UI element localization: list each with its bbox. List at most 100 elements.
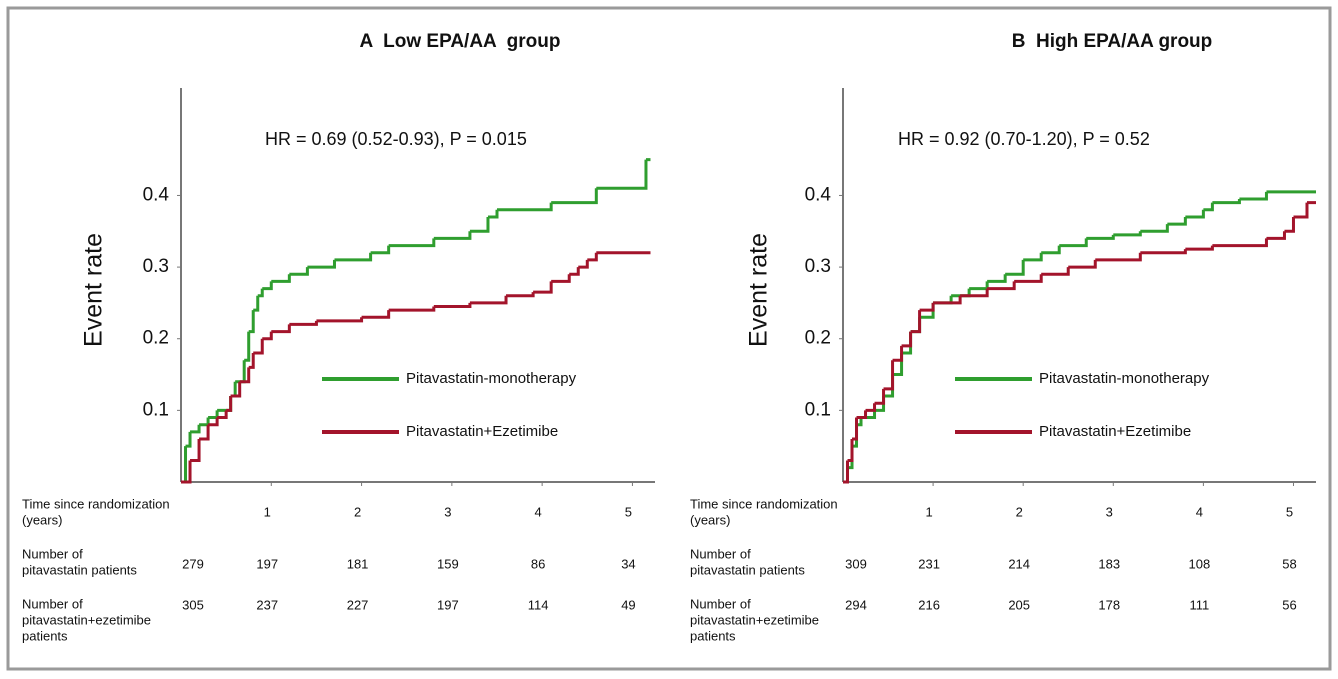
risk-row-label: pitavastatin patients [690, 562, 805, 577]
x-axis-label: Time since randomization [22, 496, 170, 511]
risk-count: 197 [256, 556, 278, 571]
risk-row-label: pitavastatin patients [22, 562, 137, 577]
km-step [1014, 274, 1043, 283]
annotation: HR = 0.69 (0.52-0.93), P = 0.015 [265, 129, 527, 149]
km-step [257, 288, 264, 298]
km-step [960, 288, 989, 298]
y-tick-label: 0.2 [143, 328, 169, 349]
km-step [253, 295, 260, 312]
x-tick-label: 1 [264, 504, 271, 519]
risk-count: 279 [182, 556, 204, 571]
km-step [262, 281, 273, 291]
y-tick-label: 0.1 [143, 399, 169, 420]
risk-count: 205 [1008, 597, 1030, 612]
km-step [551, 274, 571, 283]
km-step [497, 202, 553, 212]
km-step [433, 302, 472, 308]
x-tick-label: 3 [444, 504, 451, 519]
km-step [1185, 245, 1214, 251]
risk-count: 305 [182, 597, 204, 612]
km-step [1140, 249, 1187, 255]
km-step [370, 245, 391, 255]
km-step [1113, 231, 1142, 237]
km-step [987, 274, 1007, 283]
km-step [1284, 216, 1295, 233]
risk-row-label: patients [690, 628, 736, 643]
risk-count: 237 [256, 597, 278, 612]
x-axis-label: Time since randomization [690, 496, 838, 511]
x-tick-label: 3 [1106, 504, 1113, 519]
x-tick-label: 1 [925, 504, 932, 519]
risk-row-label: Number of [690, 596, 751, 611]
km-step [892, 345, 904, 362]
chart-title: B High EPA/AA group [1012, 31, 1213, 52]
km-step [569, 267, 580, 276]
risk-count: 114 [528, 597, 549, 612]
x-tick-label: 4 [535, 504, 542, 519]
risk-count: 49 [621, 597, 635, 612]
km-step [271, 274, 291, 283]
risk-count: 159 [437, 556, 459, 571]
km-step [987, 281, 1016, 291]
km-step [551, 188, 598, 205]
risk-count: 181 [347, 556, 369, 571]
x-tick-label: 2 [1016, 504, 1023, 519]
risk-count: 86 [531, 556, 545, 571]
km-step [217, 410, 228, 420]
km-step [874, 388, 886, 405]
km-step [587, 252, 598, 262]
chart-title: A Low EPA/AA group [360, 31, 561, 52]
km-step [1167, 216, 1187, 226]
km-step [469, 295, 508, 305]
risk-count: 58 [1282, 556, 1296, 571]
risk-count: 227 [347, 597, 369, 612]
km-step [856, 417, 863, 427]
km-step [1239, 191, 1268, 201]
km-step [208, 417, 219, 427]
km-step [230, 381, 242, 398]
km-step [185, 431, 192, 448]
x-tick-label: 5 [625, 504, 632, 519]
x-tick-label: 2 [354, 504, 361, 519]
risk-count: 214 [1008, 556, 1030, 571]
risk-count: 108 [1189, 556, 1211, 571]
km-step [852, 417, 859, 441]
risk-row-label: pitavastatin+ezetimibe [690, 612, 819, 627]
km-step [1140, 224, 1169, 233]
legend-label: Pitavastatin-monotherapy [1039, 370, 1210, 387]
risk-count: 309 [845, 556, 867, 571]
km-step [847, 439, 854, 463]
risk-count: 197 [437, 597, 459, 612]
km-step [596, 159, 648, 190]
km-step [1212, 238, 1268, 248]
risk-count: 183 [1098, 556, 1120, 571]
x-tick-label: 4 [1196, 504, 1203, 519]
km-step [1068, 259, 1097, 269]
km-step [334, 252, 373, 262]
km-step [487, 209, 499, 219]
km-step [865, 403, 877, 412]
risk-row-label: patients [22, 628, 68, 643]
km-step [253, 338, 264, 355]
risk-count: 178 [1098, 597, 1120, 612]
y-tick-label: 0.3 [143, 256, 169, 277]
risk-count: 56 [1282, 597, 1296, 612]
y-axis-label: Event rate [80, 233, 108, 347]
x-axis-label: (years) [690, 512, 730, 527]
x-axis-label: (years) [22, 512, 62, 527]
km-step [578, 259, 589, 269]
km-step [1005, 259, 1025, 276]
km-step [199, 424, 210, 441]
risk-count: 111 [1189, 597, 1209, 612]
risk-row-label: Number of [690, 546, 751, 561]
y-tick-label: 0.4 [143, 184, 170, 205]
km-step [933, 295, 962, 305]
km-step [856, 410, 868, 420]
y-tick-label: 0.1 [805, 399, 831, 420]
km-step [248, 353, 255, 369]
km-step [316, 317, 364, 323]
km-step [271, 324, 291, 334]
risk-row-label: Number of [22, 546, 83, 561]
y-tick-label: 0.2 [805, 328, 831, 349]
